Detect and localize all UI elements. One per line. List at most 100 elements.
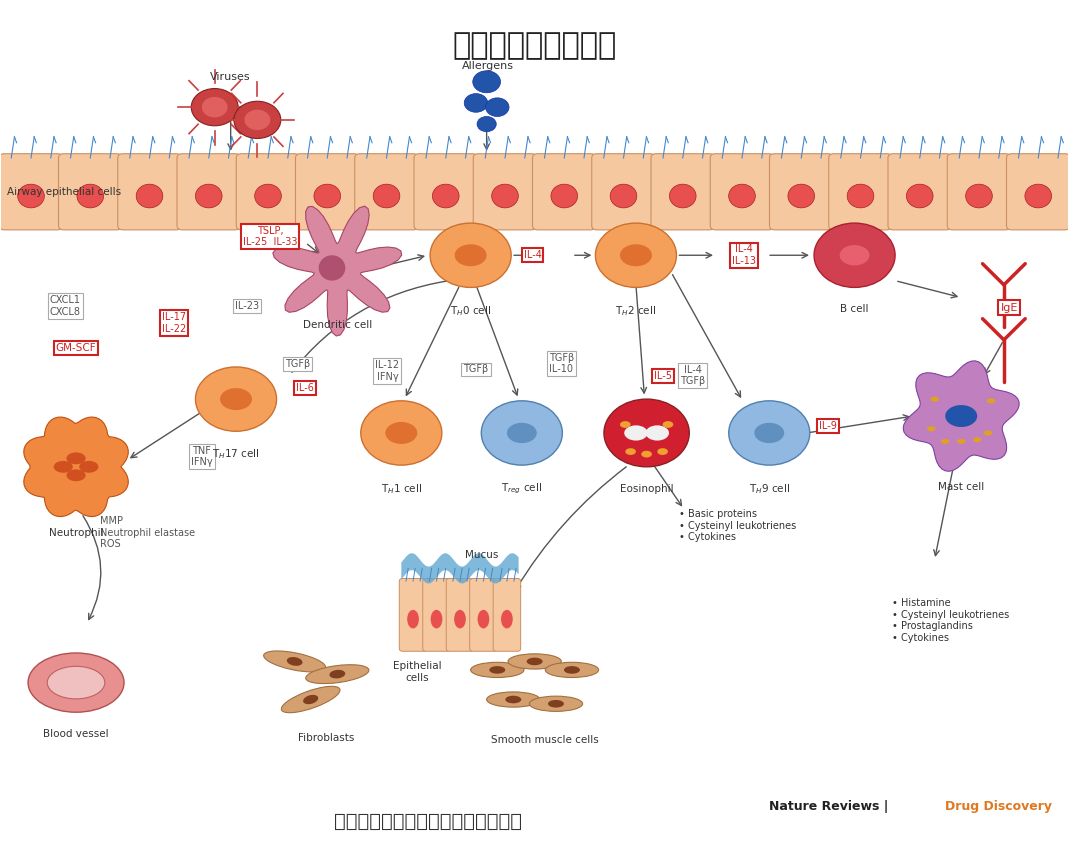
Text: T$_H$9 cell: T$_H$9 cell (748, 482, 789, 496)
Text: Nature Reviews |: Nature Reviews | (769, 801, 893, 813)
Ellipse shape (663, 421, 673, 428)
FancyBboxPatch shape (711, 154, 773, 230)
Ellipse shape (527, 658, 542, 666)
Ellipse shape (79, 461, 98, 473)
Ellipse shape (306, 665, 369, 683)
FancyBboxPatch shape (0, 154, 63, 230)
Ellipse shape (195, 184, 222, 208)
Circle shape (234, 101, 281, 138)
Ellipse shape (624, 425, 648, 441)
Ellipse shape (471, 662, 524, 678)
Ellipse shape (545, 662, 598, 678)
Polygon shape (24, 417, 129, 516)
Text: Fibroblasts: Fibroblasts (298, 734, 355, 744)
Ellipse shape (454, 610, 465, 628)
Circle shape (473, 70, 500, 93)
Ellipse shape (927, 426, 935, 431)
Ellipse shape (941, 439, 949, 444)
Ellipse shape (489, 666, 505, 674)
FancyBboxPatch shape (888, 154, 951, 230)
FancyBboxPatch shape (1007, 154, 1070, 230)
Ellipse shape (319, 256, 346, 281)
Text: CXCL1
CXCL8: CXCL1 CXCL8 (50, 295, 81, 317)
Text: Epithelial
cells: Epithelial cells (393, 661, 442, 683)
Ellipse shape (77, 184, 104, 208)
Ellipse shape (906, 184, 933, 208)
Circle shape (195, 367, 276, 431)
Ellipse shape (625, 448, 636, 455)
FancyBboxPatch shape (769, 154, 833, 230)
Text: T$_H$2 cell: T$_H$2 cell (616, 304, 657, 318)
Ellipse shape (610, 184, 637, 208)
Text: TGFβ: TGFβ (463, 364, 488, 374)
Ellipse shape (620, 421, 631, 428)
Ellipse shape (505, 695, 522, 703)
Ellipse shape (67, 453, 85, 464)
Ellipse shape (477, 610, 489, 628)
Ellipse shape (658, 448, 667, 455)
Text: Allergens: Allergens (462, 61, 514, 70)
FancyBboxPatch shape (473, 154, 537, 230)
Ellipse shape (729, 184, 755, 208)
Text: 红框内的分子为现在在研药物的靶点: 红框内的分子为现在在研药物的靶点 (334, 812, 522, 830)
Ellipse shape (507, 423, 537, 443)
Ellipse shape (287, 657, 302, 666)
Text: T$_H$0 cell: T$_H$0 cell (450, 304, 491, 318)
Text: Drug Discovery: Drug Discovery (945, 801, 1052, 813)
Text: T$_{reg}$ cell: T$_{reg}$ cell (501, 482, 542, 497)
FancyBboxPatch shape (446, 578, 474, 651)
Circle shape (464, 93, 488, 112)
Text: IL-17
IL-22: IL-17 IL-22 (162, 312, 186, 334)
Ellipse shape (432, 184, 459, 208)
Ellipse shape (455, 245, 487, 267)
Text: Dendritic cell: Dendritic cell (302, 320, 372, 330)
Circle shape (430, 223, 511, 288)
Ellipse shape (303, 694, 319, 704)
Text: 严重哮喘的炎症机理: 严重哮喘的炎症机理 (453, 31, 617, 60)
Text: TGFβ: TGFβ (285, 358, 310, 368)
Circle shape (595, 223, 676, 288)
Ellipse shape (754, 423, 784, 443)
Ellipse shape (28, 653, 124, 712)
FancyBboxPatch shape (828, 154, 892, 230)
Ellipse shape (329, 670, 346, 678)
Ellipse shape (984, 430, 993, 436)
FancyBboxPatch shape (651, 154, 715, 230)
Circle shape (814, 223, 895, 288)
Text: TGFβ
IL-10: TGFβ IL-10 (549, 353, 573, 374)
Text: Mast cell: Mast cell (939, 482, 984, 492)
FancyBboxPatch shape (354, 154, 418, 230)
Ellipse shape (255, 184, 281, 208)
Ellipse shape (136, 184, 163, 208)
Circle shape (244, 110, 270, 130)
Ellipse shape (788, 184, 814, 208)
Text: IL-12
IFNγ: IL-12 IFNγ (376, 360, 400, 382)
Text: TNF
IFNγ: TNF IFNγ (191, 446, 213, 468)
Polygon shape (903, 361, 1020, 471)
Text: GM-SCF: GM-SCF (56, 343, 96, 353)
FancyBboxPatch shape (592, 154, 656, 230)
Text: IL-9: IL-9 (819, 421, 837, 431)
Ellipse shape (670, 184, 697, 208)
Text: IL-4
IL-13: IL-4 IL-13 (731, 245, 756, 266)
Ellipse shape (839, 245, 869, 266)
Ellipse shape (314, 184, 340, 208)
Ellipse shape (973, 437, 982, 442)
Text: T$_H$1 cell: T$_H$1 cell (381, 482, 422, 496)
Text: IL-23: IL-23 (234, 301, 259, 311)
FancyBboxPatch shape (118, 154, 181, 230)
Text: Airway epithelial cells: Airway epithelial cells (6, 187, 121, 197)
FancyBboxPatch shape (400, 578, 427, 651)
Ellipse shape (48, 666, 105, 699)
Text: B cell: B cell (840, 304, 868, 314)
Ellipse shape (386, 422, 417, 444)
Ellipse shape (548, 700, 564, 707)
Circle shape (482, 401, 563, 465)
Text: IL-5: IL-5 (653, 371, 672, 381)
Text: IL-6: IL-6 (296, 383, 314, 393)
Ellipse shape (54, 461, 72, 473)
Text: • Histamine
• Cysteinyl leukotrienes
• Prostaglandins
• Cytokines: • Histamine • Cysteinyl leukotrienes • P… (892, 598, 1009, 643)
Text: • Basic proteins
• Cysteinyl leukotrienes
• Cytokines: • Basic proteins • Cysteinyl leukotriene… (678, 509, 796, 543)
Circle shape (191, 88, 239, 126)
Ellipse shape (966, 184, 993, 208)
